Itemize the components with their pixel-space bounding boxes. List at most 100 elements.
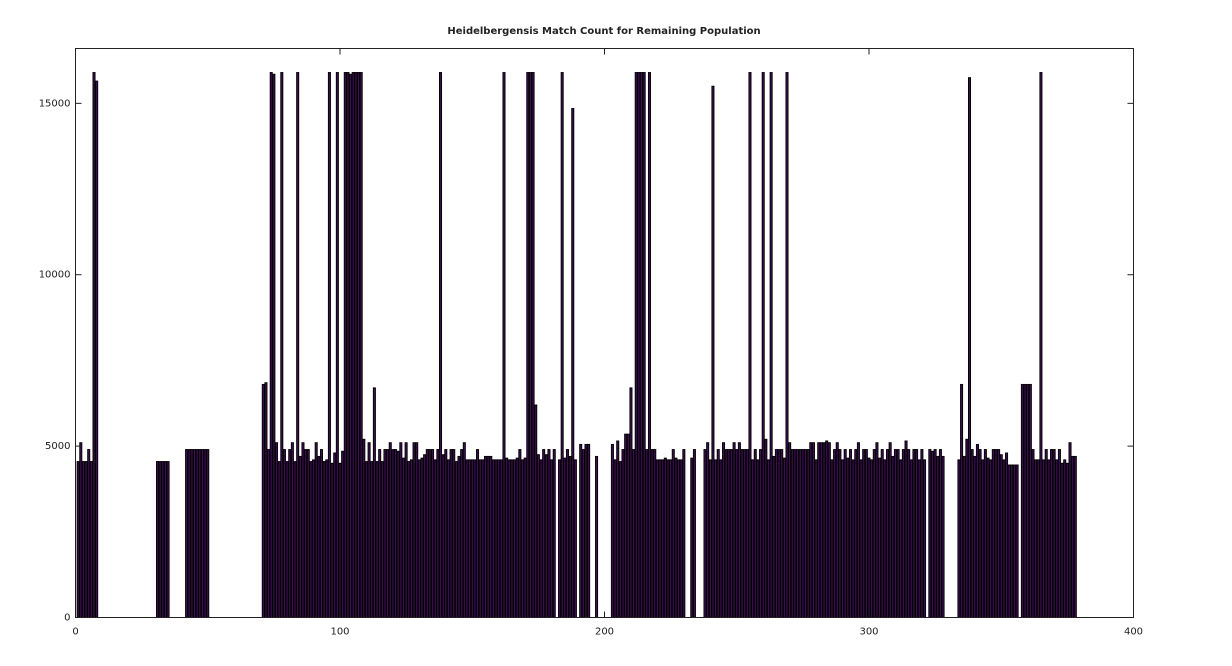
bar <box>870 459 874 618</box>
bar <box>968 77 972 618</box>
bar <box>1044 449 1048 618</box>
bar <box>351 72 355 618</box>
bar <box>565 449 569 618</box>
bar <box>674 457 678 618</box>
bar <box>1049 449 1054 618</box>
bar <box>378 449 382 618</box>
bar <box>938 449 942 618</box>
bar <box>819 442 823 618</box>
bar <box>473 459 477 618</box>
bar <box>187 449 191 618</box>
bar <box>494 459 498 618</box>
bar <box>854 449 858 618</box>
bar <box>528 72 532 618</box>
bar <box>909 459 913 618</box>
bar <box>261 383 265 618</box>
bar <box>986 457 990 618</box>
bar <box>1034 459 1038 618</box>
bar <box>457 455 461 618</box>
bar <box>621 449 625 618</box>
bar <box>383 449 387 618</box>
bar <box>185 449 189 618</box>
bar <box>436 449 440 618</box>
bar <box>1063 459 1067 618</box>
bar <box>629 387 633 618</box>
bar <box>367 442 371 618</box>
bar <box>298 455 302 618</box>
bar <box>1015 464 1019 618</box>
bar <box>706 442 710 618</box>
bar <box>843 449 847 618</box>
bar <box>200 449 204 618</box>
bar <box>637 72 641 618</box>
bar <box>317 455 321 618</box>
bar <box>280 72 284 618</box>
bar <box>489 455 493 618</box>
bar <box>997 449 1001 618</box>
bar <box>505 457 509 618</box>
bar <box>780 449 784 618</box>
bar <box>626 433 630 618</box>
bar <box>301 442 305 618</box>
bar <box>899 459 903 618</box>
bar <box>975 443 979 618</box>
bar <box>1012 464 1016 618</box>
bar <box>653 449 657 618</box>
bar <box>441 454 445 618</box>
bar <box>814 459 818 618</box>
bar <box>796 449 800 618</box>
bar <box>542 449 546 618</box>
bar <box>460 449 464 618</box>
bar <box>957 459 961 618</box>
bar <box>1028 383 1032 618</box>
bar <box>825 440 829 618</box>
bar <box>346 72 350 618</box>
bar <box>1057 449 1061 618</box>
bar <box>470 459 474 618</box>
bar <box>507 459 511 618</box>
bar <box>1031 449 1035 618</box>
bar <box>304 449 308 618</box>
bar <box>388 442 392 618</box>
bar <box>941 455 945 618</box>
bar <box>386 449 390 618</box>
bar <box>552 449 556 618</box>
bar <box>282 449 286 618</box>
bar <box>772 455 776 618</box>
bar <box>290 442 294 618</box>
bar <box>465 459 469 618</box>
bar <box>195 449 199 618</box>
bar <box>539 459 543 618</box>
bar <box>640 72 644 618</box>
bar <box>314 442 318 618</box>
bar <box>399 442 403 618</box>
bar <box>936 455 940 618</box>
bar <box>478 459 482 618</box>
bar <box>462 442 466 618</box>
bar <box>801 449 805 618</box>
y-tick-label: 15000 <box>39 98 71 109</box>
bar <box>669 459 673 618</box>
bar <box>296 72 300 618</box>
bar <box>468 459 472 618</box>
bar <box>981 459 985 618</box>
bar <box>983 449 987 618</box>
bar <box>677 459 681 618</box>
bar <box>661 459 665 618</box>
bar <box>650 449 654 618</box>
bar <box>502 72 506 618</box>
bar <box>671 449 675 618</box>
bar <box>333 452 337 618</box>
bar <box>420 457 424 618</box>
bar <box>901 449 905 618</box>
bar <box>893 449 897 618</box>
bar <box>848 449 852 618</box>
bar <box>354 72 358 618</box>
y-tick-label: 10000 <box>39 270 71 281</box>
x-tick-label: 400 <box>1124 627 1143 638</box>
bar <box>875 442 879 618</box>
x-tick-label: 100 <box>330 627 349 638</box>
bar <box>782 457 786 618</box>
bar <box>285 461 289 618</box>
bar <box>835 442 839 618</box>
